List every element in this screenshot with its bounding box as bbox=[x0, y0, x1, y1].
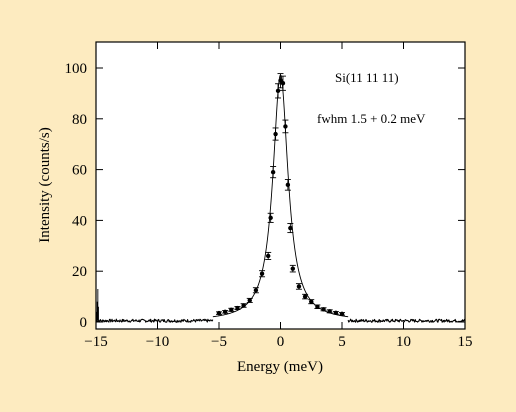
y-tick-label: 20 bbox=[72, 264, 87, 280]
x-tick-label: −5 bbox=[211, 334, 227, 350]
data-point bbox=[222, 309, 228, 315]
x-tick-label: −10 bbox=[146, 334, 169, 350]
data-point bbox=[321, 307, 326, 312]
x-tick-label: 5 bbox=[338, 334, 346, 350]
x-tick-label: 10 bbox=[396, 334, 411, 350]
x-tick-label: 15 bbox=[458, 334, 473, 350]
data-point bbox=[259, 271, 265, 276]
data-point bbox=[302, 294, 308, 299]
plot-frame bbox=[95, 41, 466, 330]
data-point bbox=[266, 253, 271, 259]
x-tick-labels: −15 −10 −5 0 5 10 15 bbox=[84, 334, 472, 350]
data-point bbox=[241, 303, 246, 308]
y-tick-label: 40 bbox=[72, 213, 87, 229]
y-tick-label: 0 bbox=[80, 315, 88, 331]
background-noise-layer bbox=[95, 288, 466, 323]
x-axis-label: Energy (meV) bbox=[237, 359, 323, 375]
y-tick-label: 80 bbox=[72, 112, 87, 128]
data-point bbox=[235, 305, 240, 311]
data-point bbox=[283, 124, 288, 129]
data-point bbox=[309, 299, 314, 304]
x-tick-label: 0 bbox=[277, 334, 285, 350]
data-point bbox=[333, 310, 339, 316]
data-point bbox=[216, 310, 222, 316]
data-point bbox=[315, 304, 320, 309]
y-tick-label: 100 bbox=[65, 61, 88, 77]
data-point bbox=[296, 284, 302, 289]
data-point bbox=[229, 307, 234, 313]
data-point bbox=[275, 88, 281, 94]
data-point bbox=[285, 182, 291, 188]
y-tick-label: 60 bbox=[72, 163, 87, 179]
data-point bbox=[253, 288, 259, 293]
data-point bbox=[270, 169, 276, 175]
data-point bbox=[268, 215, 273, 221]
data-point bbox=[339, 311, 345, 317]
data-point bbox=[273, 131, 278, 137]
data-point bbox=[247, 298, 252, 303]
data-point bbox=[290, 266, 295, 271]
annotation-fwhm: fwhm 1.5 + 0.2 meV bbox=[317, 111, 426, 126]
plot-area bbox=[96, 42, 465, 329]
x-tick-label: −15 bbox=[84, 334, 107, 350]
data-point bbox=[280, 81, 286, 86]
annotation-crystal: Si(11 11 11) bbox=[335, 70, 399, 85]
y-tick-labels: 0 20 40 60 80 100 bbox=[65, 61, 88, 331]
data-point bbox=[327, 309, 332, 314]
background-left bbox=[95, 318, 214, 323]
y-axis-label: Intensity (counts/s) bbox=[37, 127, 53, 242]
data-point bbox=[288, 225, 293, 231]
data-points-layer bbox=[216, 73, 345, 317]
background-right bbox=[347, 318, 466, 323]
